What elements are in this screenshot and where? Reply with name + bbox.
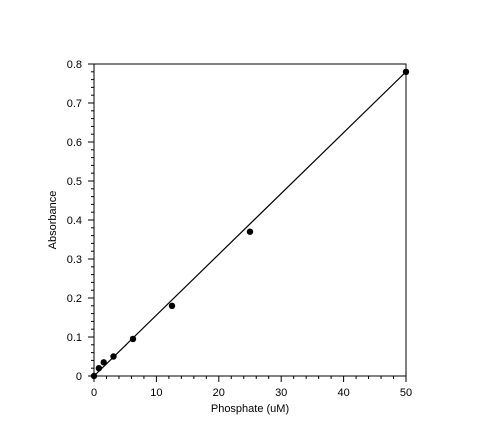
data-point (168, 302, 176, 309)
x-tick-label: 30 (275, 387, 287, 399)
fit-line (93, 71, 407, 377)
y-tick-label: 0.3 (67, 254, 82, 266)
y-tick-label: 0.5 (67, 176, 82, 188)
x-tick-label: 0 (91, 387, 97, 399)
data-point (100, 359, 107, 366)
x-axis-title: Phosphate (uM) (211, 403, 289, 415)
y-tick-label: 0.8 (67, 59, 82, 71)
data-point (95, 365, 103, 372)
tick-labels: 0 10 20 30 40 50 0 0.1 0.2 0.3 0.4 0.5 0.6 0.7 0.8 (67, 59, 412, 399)
y-tick-label: 0.7 (67, 98, 82, 110)
data-point (90, 372, 98, 380)
data-marks (90, 68, 410, 380)
data-point (246, 228, 254, 235)
y-tick-label: 0.2 (67, 293, 82, 305)
x-tick-label: 20 (213, 387, 225, 399)
plot-frame (93, 63, 407, 377)
x-tick-label: 10 (150, 387, 162, 399)
data-point (110, 353, 117, 360)
y-tick-label: 0 (76, 371, 82, 383)
x-tick-label: 40 (337, 387, 349, 399)
y-tick-label: 0.4 (67, 215, 82, 227)
data-point (402, 68, 410, 76)
y-tick-label: 0.1 (67, 332, 82, 344)
x-tick-label: 50 (400, 387, 412, 399)
y-axis-title: Absorbance (47, 191, 59, 250)
axis-ticks (88, 63, 407, 382)
y-tick-label: 0.6 (67, 137, 82, 149)
data-point (129, 335, 137, 343)
